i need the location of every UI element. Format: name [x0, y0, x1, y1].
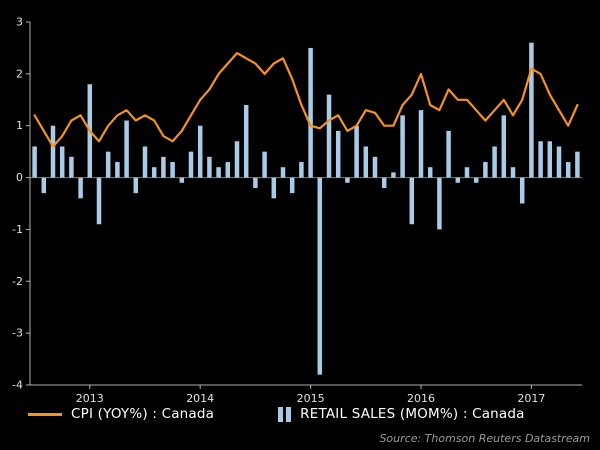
y-tick-label: -2	[12, 275, 23, 288]
retail-bar	[96, 177, 102, 225]
retail-bar	[492, 146, 497, 178]
retail-bar	[69, 156, 74, 178]
retail-bar	[289, 177, 295, 194]
retail-bar	[547, 141, 553, 178]
retail-bar	[510, 167, 516, 178]
retail-bar	[41, 177, 47, 194]
retail-bar	[207, 156, 212, 178]
retail-bar-swatch-icon	[278, 406, 292, 422]
y-tick-label: 2	[16, 67, 23, 80]
retail-bar	[234, 141, 240, 178]
retail-bar	[170, 162, 175, 178]
retail-bar	[271, 177, 277, 199]
y-tick-label: 3	[16, 16, 23, 29]
y-tick-label: -4	[12, 379, 23, 392]
retail-bar	[345, 177, 350, 183]
retail-bar	[32, 146, 37, 178]
y-tick-label: 0	[16, 171, 23, 184]
retail-bar	[501, 115, 507, 178]
retail-bar	[317, 177, 323, 375]
x-tick-label: 2016	[407, 392, 435, 405]
retail-bar	[124, 120, 129, 178]
retail-bar	[529, 42, 534, 178]
x-tick-label: 2017	[517, 392, 545, 405]
source-credit: Source: Thomson Reuters Datastream	[379, 432, 590, 445]
retail-bar	[299, 162, 304, 178]
y-tick-label: -3	[12, 327, 23, 340]
retail-bar	[197, 125, 203, 178]
retail-bar	[446, 130, 451, 178]
legend-item-retail: RETAIL SALES (MOM%) : Canada	[278, 406, 525, 422]
retail-bar	[335, 130, 341, 178]
retail-bar	[78, 177, 83, 199]
legend: CPI (YOY%) : Canada RETAIL SALES (MOM%) …	[28, 406, 525, 422]
retail-bar	[575, 151, 580, 178]
retail-bar	[464, 167, 470, 178]
retail-bar	[105, 151, 111, 178]
y-tick-label: 1	[16, 119, 23, 132]
retail-legend-label: RETAIL SALES (MOM%) : Canada	[300, 406, 525, 422]
retail-bar	[308, 47, 313, 178]
retail-bar	[59, 146, 65, 178]
retail-bar	[372, 156, 378, 178]
cpi-line	[33, 51, 579, 148]
retail-bar	[400, 115, 405, 178]
retail-bar	[519, 177, 525, 204]
retail-bar	[243, 104, 249, 178]
retail-bar	[262, 151, 267, 178]
legend-item-cpi: CPI (YOY%) : Canada	[28, 406, 214, 422]
retail-bar	[179, 177, 185, 183]
retail-bar	[142, 146, 148, 178]
retail-bar	[538, 141, 543, 178]
cpi-line-swatch-icon	[28, 412, 62, 416]
retail-bar	[418, 110, 424, 178]
retail-bar	[556, 146, 562, 178]
retail-bar	[391, 172, 396, 178]
retail-bar	[280, 167, 286, 178]
retail-bar	[188, 151, 194, 178]
retail-bar	[253, 177, 258, 188]
retail-bar	[216, 167, 221, 178]
x-tick-label: 2015	[297, 392, 325, 405]
retail-bar	[565, 162, 571, 178]
y-tick-label: -1	[12, 223, 23, 236]
retail-bar	[133, 177, 139, 194]
x-tick-label: 2014	[186, 392, 214, 405]
retail-bar	[455, 177, 461, 183]
retail-bar	[381, 177, 387, 188]
retail-bar	[225, 162, 231, 178]
retail-bar	[473, 177, 479, 183]
x-tick-label: 2013	[76, 392, 104, 405]
retail-bar	[161, 156, 166, 178]
retail-bar	[115, 162, 120, 178]
retail-bar	[326, 94, 332, 178]
retail-bar	[354, 125, 359, 178]
retail-bar	[483, 162, 488, 178]
retail-bar	[50, 125, 56, 178]
retail-bar	[151, 167, 157, 178]
retail-bar	[409, 177, 415, 225]
cpi-legend-label: CPI (YOY%) : Canada	[71, 406, 215, 422]
retail-bar	[427, 167, 433, 178]
retail-bar	[363, 146, 369, 178]
retail-bar	[437, 177, 442, 230]
